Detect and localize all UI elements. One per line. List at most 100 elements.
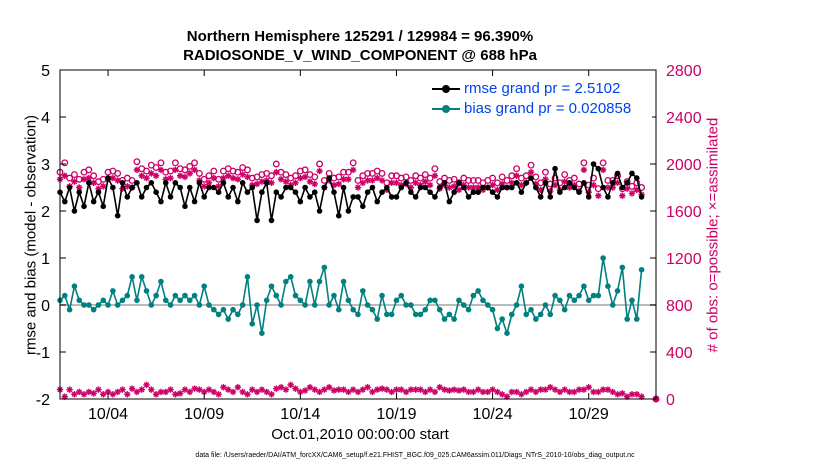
rmse-series-point	[595, 165, 602, 172]
obs-assimilated-low-point	[215, 391, 222, 398]
rmse-series-point	[422, 184, 429, 191]
obs-assimilated-point	[354, 184, 362, 191]
bias-series-point	[244, 274, 251, 280]
y-right-tick-label: 1200	[666, 251, 702, 268]
rmse-series-point	[542, 180, 549, 186]
bias-series-point	[542, 302, 549, 308]
obs-assimilated-point	[186, 170, 193, 177]
bias-series-point	[138, 274, 145, 280]
obs-assimilated-low-point	[133, 388, 141, 396]
rmse-series-point	[134, 180, 140, 186]
obs-assimilated-point	[595, 192, 602, 199]
obs-assimilated-point	[513, 172, 520, 179]
bias-series-point	[129, 274, 135, 280]
bias-series-point	[504, 330, 510, 337]
rmse-series-point	[158, 198, 164, 205]
rmse-series-point	[475, 189, 481, 195]
bias-series-point	[235, 311, 241, 318]
obs-assimilated-point	[176, 172, 184, 179]
obs-assimilated-low-point	[619, 390, 626, 397]
rmse-series-point	[206, 184, 212, 191]
rmse-series-point	[523, 180, 530, 186]
rmse-series-point	[287, 184, 294, 191]
obs-assimilated-low-point	[349, 386, 357, 393]
x-axis-start-label: Oct.01,2010 00:00:00 start	[271, 426, 449, 443]
obs-possible-point	[417, 174, 424, 182]
bias-series-point	[475, 288, 481, 294]
obs-assimilated-point	[100, 183, 107, 190]
obs-assimilated-low-point	[301, 387, 309, 394]
y-axis-right-label: # of obs: o=possible; ×=assimilated	[704, 117, 722, 353]
bias-series-point	[297, 297, 304, 304]
rmse-series-point	[225, 194, 232, 200]
bias-series-point	[494, 325, 501, 332]
obs-assimilated-low-point	[609, 388, 616, 396]
rmse-series-point	[350, 194, 356, 200]
obs-assimilated-point	[80, 176, 88, 183]
obs-possible-point	[114, 169, 122, 177]
bias-series-point	[254, 302, 260, 308]
obs-possible-point	[522, 172, 530, 180]
rmse-series-point	[585, 194, 592, 200]
obs-assimilated-low-point	[85, 388, 93, 396]
data-file-footnote: data file: /Users/raeder/DAI/ATM_forcXX/…	[195, 452, 635, 459]
obs-assimilated-point	[431, 172, 439, 179]
obs-assimilated-point	[393, 179, 400, 186]
rmse-series-point	[566, 180, 573, 186]
bias-series-point	[292, 292, 299, 299]
rmse-series-point	[533, 184, 539, 191]
rmse-series-point	[62, 198, 68, 205]
rmse-series-point	[427, 189, 433, 195]
bias-series-point	[105, 302, 111, 308]
obs-assimilated-low-point	[441, 386, 448, 393]
obs-possible-point	[561, 171, 569, 179]
obs-assimilated-low-point	[152, 391, 160, 398]
rmse-series-point	[638, 194, 645, 200]
bias-series-point	[528, 306, 534, 313]
obs-assimilated-low-point	[345, 388, 352, 396]
obs-assimilated-point	[292, 179, 299, 186]
y-left-tick-label: 5	[41, 63, 50, 80]
bias-series-point	[403, 302, 409, 308]
obs-possible-point	[85, 166, 93, 174]
rmse-series-point	[364, 189, 371, 195]
x-tick-label: 10/19	[376, 406, 416, 423]
bias-series-point	[561, 306, 568, 313]
obs-assimilated-low-point	[76, 388, 83, 396]
y-right-tick-label: 400	[666, 345, 693, 362]
obs-assimilated-low-point	[253, 388, 261, 396]
rmse-series-point	[321, 184, 328, 191]
rmse-series-point	[335, 212, 342, 219]
obs-possible-point	[513, 165, 521, 173]
rmse-series-point	[211, 184, 217, 191]
bias-series-point	[273, 292, 280, 299]
obs-assimilated-point	[157, 166, 165, 174]
bias-series-point	[590, 292, 597, 299]
bias-series-point	[249, 321, 256, 327]
bias-series-point	[110, 288, 116, 294]
obs-assimilated-point	[143, 174, 150, 182]
y-left-tick-label: 2	[41, 204, 50, 221]
legend-item-rmse: rmse grand pr = 2.5102	[424, 79, 652, 99]
rmse-series-point	[470, 189, 477, 195]
rmse-series-point	[76, 189, 83, 195]
y-left-tick-label: -1	[36, 345, 50, 362]
obs-assimilated-low-point	[239, 388, 246, 396]
obs-assimilated-point	[152, 172, 160, 179]
bias-series-point	[201, 283, 207, 290]
bias-series-point	[384, 311, 390, 318]
bias-series-point	[220, 306, 227, 313]
obs-possible-point	[465, 176, 472, 184]
rmse-series-point	[369, 184, 376, 191]
rmse-series-point	[360, 203, 366, 210]
rmse-series-point	[624, 180, 630, 186]
legend: rmse grand pr = 2.5102 bias grand pr = 0…	[424, 77, 652, 121]
rmse-series-point	[254, 217, 260, 224]
rmse-series-point	[484, 184, 491, 191]
bias-series-point	[513, 302, 520, 308]
bias-series-point	[71, 283, 78, 290]
bias-series-point	[619, 264, 626, 271]
obs-assimilated-point	[446, 184, 453, 191]
rmse-series-point	[513, 180, 520, 186]
rmse-series-point	[499, 184, 505, 191]
